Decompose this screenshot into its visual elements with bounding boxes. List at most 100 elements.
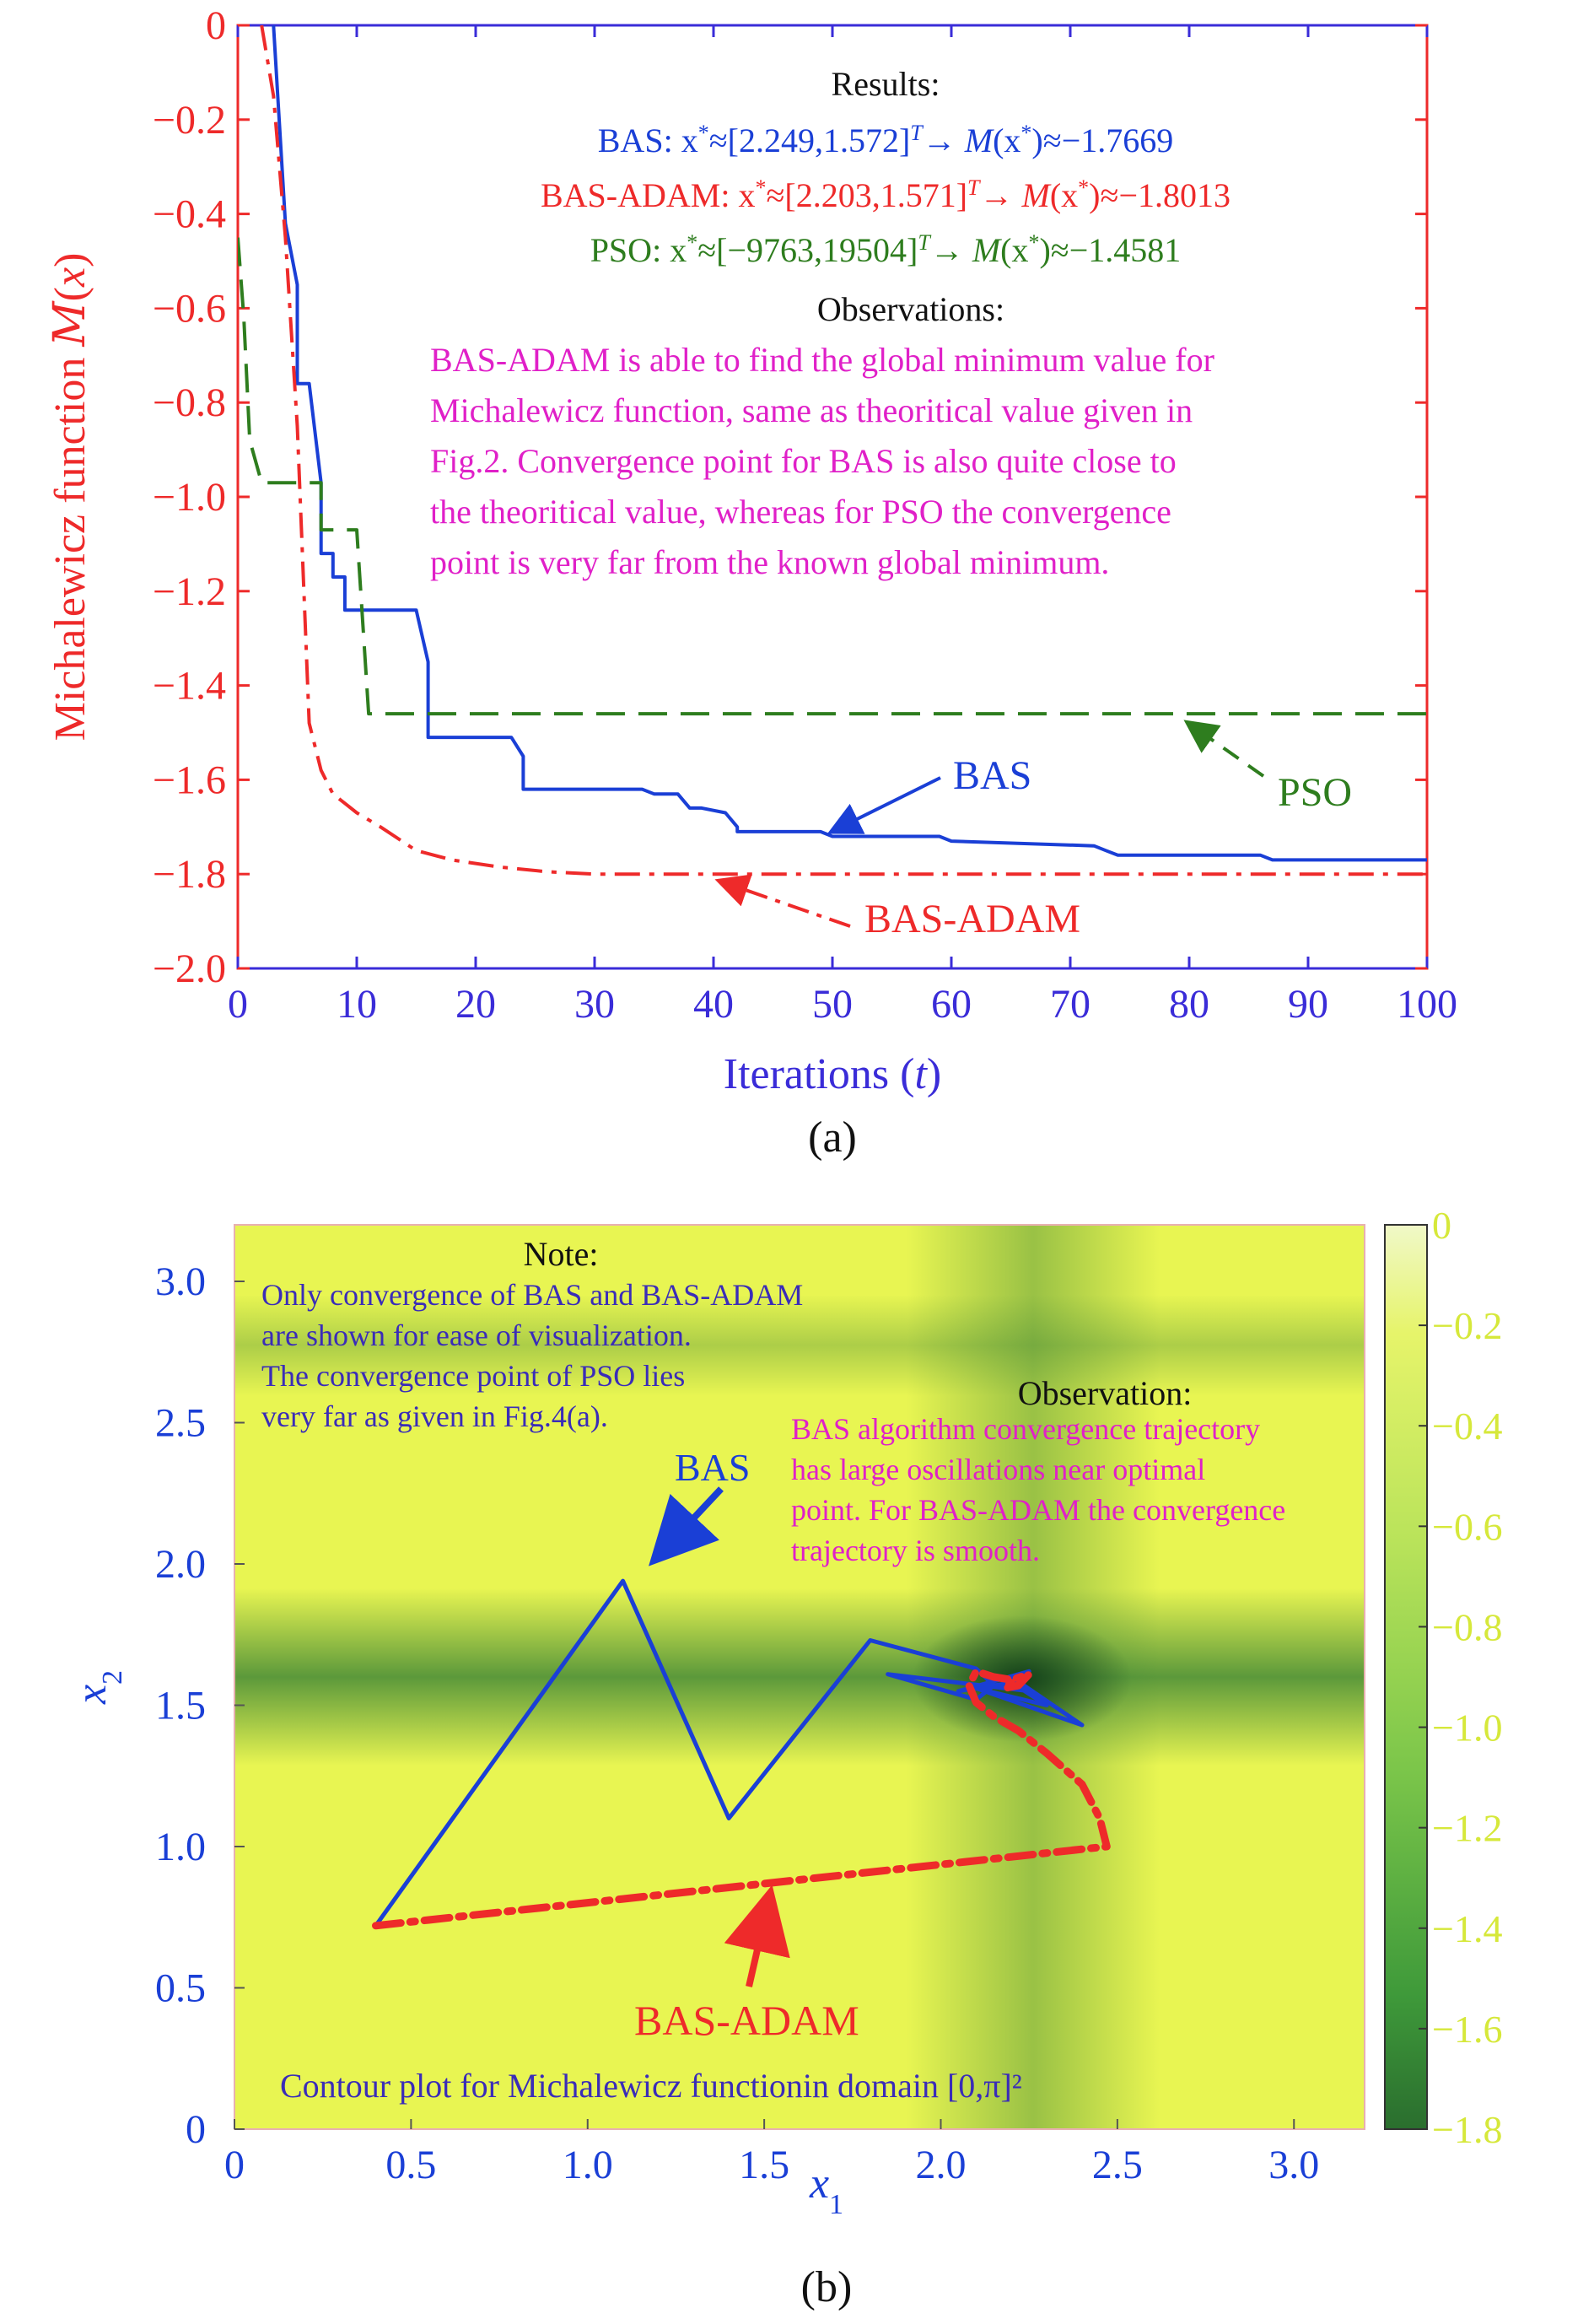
trajectory-bas-adam	[372, 1667, 1111, 1930]
results-title: Results:	[832, 65, 940, 103]
y-tick-label: −1.8	[153, 852, 226, 897]
result-bas-xstar: [2.249,1.572]	[728, 121, 911, 159]
x-tick-label: 30	[574, 982, 615, 1027]
observations-text: BAS-ADAM is able to find the global mini…	[430, 341, 1214, 581]
result-pso-xstar: [−9763,19504]	[716, 231, 918, 269]
observations-line: Michalewicz function, same as theoritica…	[430, 391, 1193, 429]
note-line: are shown for ease of visualization.	[261, 1318, 692, 1352]
colorbar-ticks	[1419, 1224, 1427, 2130]
result-bas-value: −1.7669	[1062, 121, 1174, 159]
b-bas-annotation-arrow	[649, 1486, 724, 1566]
contour-caption: Contour plot for Michalewicz functionin …	[280, 2067, 1022, 2105]
observations-title: Observations:	[817, 290, 1004, 328]
pso-annotation-arrow	[1183, 720, 1265, 778]
y-tick-label: −0.4	[153, 192, 226, 237]
bas-annotation-label: BAS	[953, 753, 1031, 798]
y-tick-label: −1.6	[153, 758, 226, 802]
colorbar-tick-label: −1.4	[1432, 1907, 1502, 1950]
plot-a-series	[238, 25, 1427, 876]
y-tick-label: −1.2	[153, 569, 226, 614]
plot-b-x-tick-labels: 0 0.5 1.0 1.5 2.0 2.5 3.0	[224, 2143, 1319, 2187]
note-title: Note:	[524, 1235, 599, 1273]
result-pso: PSO: x*≈[−9763,19504]T→ M(x*)≈−1.4581	[590, 230, 1182, 270]
x-tick-label: 80	[1169, 982, 1209, 1027]
series-line-pso	[238, 237, 1427, 716]
observations-line: point is very far from the known global …	[430, 543, 1109, 581]
note-line: Only convergence of BAS and BAS-ADAM	[261, 1278, 803, 1312]
colorbar-tick-label: −1.6	[1432, 2008, 1502, 2051]
contour-band-x2-1.57	[234, 1588, 1365, 1766]
bas-adam-annotation-label: BAS-ADAM	[864, 897, 1080, 941]
colorbar-tick-label: −0.8	[1432, 1605, 1502, 1648]
note-line: very far as given in Fig.4(a).	[261, 1399, 608, 1433]
b-bas-annotation-label: BAS	[675, 1446, 750, 1489]
b-bas-adam-annotation-arrow	[724, 1885, 790, 1987]
plot-a-y-axis-label: Michalewicz function M(x)	[45, 253, 95, 741]
plot-a-x-axis-label: Iterations (t)	[724, 1050, 941, 1098]
x-tick-label: 0	[224, 2143, 245, 2187]
x-tick-label: 60	[931, 982, 972, 1027]
panel-a-label: (a)	[808, 1113, 857, 1162]
note-line: The convergence point of PSO lies	[261, 1359, 685, 1393]
pso-annotation-label: PSO	[1278, 770, 1352, 815]
observations-line: BAS-ADAM is able to find the global mini…	[430, 341, 1214, 379]
x-tick-label: 90	[1288, 982, 1328, 1027]
series-line-bas-adam	[260, 25, 1427, 876]
y-tick-label: 3.0	[155, 1259, 206, 1304]
plot-b-x-axis-label: x1	[809, 2160, 843, 2220]
x-tick-label: 10	[337, 982, 377, 1027]
observations-line: Fig.2. Convergence point for BAS is also…	[430, 442, 1177, 480]
y-tick-label: 1.5	[155, 1684, 206, 1728]
observation-line: BAS algorithm convergence trajectory	[791, 1412, 1260, 1446]
colorbar-tick-label: −0.6	[1432, 1505, 1502, 1548]
x-tick-label: 0.5	[385, 2143, 436, 2187]
y-tick-label: 0	[206, 3, 226, 48]
contour-field	[234, 1225, 1365, 2129]
result-pso-value: −1.4581	[1069, 231, 1182, 269]
result-bas-adam-xstar: [2.203,1.571]	[784, 176, 967, 214]
trajectory-bas	[374, 1578, 1085, 1928]
colorbar: 0 −0.2 −0.4 −0.6 −0.8 −1.0 −1.2 −1.4 −1.6 −1.8	[1384, 1204, 1502, 2151]
y-tick-label: 2.0	[155, 1542, 206, 1587]
colorbar-tick-label: −1.2	[1432, 1807, 1502, 1850]
result-bas-method: BAS:	[598, 121, 673, 159]
plot-a-y-tick-labels: 0 −0.2 −0.4 −0.6 −0.8 −1.0 −1.2 −1.4 −1.6 −1.8 −2.…	[153, 3, 226, 991]
plot-b-frame	[234, 1224, 1365, 2130]
observation-line: has large oscillations near optimal	[791, 1453, 1205, 1486]
y-tick-label: 1.0	[155, 1825, 206, 1869]
plot-b-ticks	[234, 1281, 1295, 2130]
panel-b-label: (b)	[801, 2263, 853, 2311]
contour-band-x2-2.7	[234, 1295, 1365, 1396]
plot-b-trajectories	[372, 1578, 1111, 1930]
y-tick-label: −2.0	[153, 946, 226, 991]
observations-line: the theoritical value, whereas for PSO t…	[430, 493, 1171, 531]
x-tick-label: 20	[455, 982, 496, 1027]
x-tick-label: 40	[693, 982, 734, 1027]
plot-b-y-axis-label: x2	[67, 1670, 128, 1705]
result-bas: BAS: x*≈[2.249,1.572]T→ M(x*)≈−1.7669	[598, 121, 1174, 160]
plot-b-y-tick-labels: 0 0.5 1.0 1.5 2.0 2.5 3.0	[155, 1259, 206, 2152]
x-tick-label: 100	[1397, 982, 1457, 1027]
x-tick-label: 1.0	[563, 2143, 613, 2187]
observation-line: trajectory is smooth.	[791, 1534, 1040, 1567]
y-tick-label: −0.6	[153, 286, 226, 331]
y-tick-label: 0.5	[155, 1966, 206, 2011]
colorbar-tick-label: −1.0	[1432, 1707, 1502, 1750]
panel-b-contour-plot: 0 0.5 1.0 1.5 2.0 2.5 3.0 00.51.01.52.02.53.0 …	[67, 1204, 1502, 2311]
y-tick-label: −0.8	[153, 380, 226, 425]
panel-a-convergence-plot: 0 10 20 30 40 50 60 70 80 90 100 0 −0.2 −0.4 −0.6 −0.8…	[45, 3, 1457, 1162]
y-tick-label: −0.2	[153, 98, 226, 143]
x-tick-label: 0	[228, 982, 248, 1027]
result-bas-adam-value: −1.8013	[1118, 176, 1231, 214]
result-bas-adam-method: BAS-ADAM:	[541, 176, 730, 214]
x-tick-label: 2.0	[916, 2143, 967, 2187]
x-tick-label: 3.0	[1268, 2143, 1319, 2187]
result-bas-adam: BAS-ADAM: x*≈[2.203,1.571]T→ M(x*)≈−1.80…	[541, 175, 1231, 215]
y-tick-label: 2.5	[155, 1401, 206, 1446]
b-bas-adam-annotation-label: BAS-ADAM	[634, 1997, 859, 2044]
x-tick-label: 50	[812, 982, 853, 1027]
colorbar-tick-label: −0.4	[1432, 1405, 1502, 1448]
x-tick-label: 1.5	[739, 2143, 789, 2187]
x-tick-label: 2.5	[1092, 2143, 1143, 2187]
